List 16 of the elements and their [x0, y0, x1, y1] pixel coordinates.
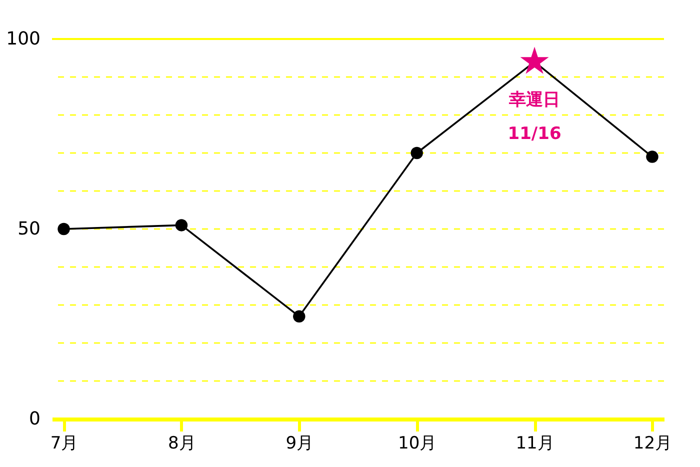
annotation: 11/16 — [508, 124, 562, 144]
x-tick-label: 12月 — [633, 434, 672, 454]
point — [293, 310, 306, 323]
annotation: 幸運日 — [508, 90, 560, 110]
point — [646, 150, 658, 163]
x-tick-label: 10月 — [398, 434, 437, 454]
x-tick-label: 9月 — [286, 434, 314, 454]
x-tick-label: 11月 — [516, 434, 554, 454]
y-tick-label: 50 — [18, 218, 40, 240]
x-tick-label: 8月 — [168, 434, 196, 454]
y-tick-label: 0 — [29, 408, 40, 430]
x-tick-label: 7月 — [50, 434, 78, 454]
point — [410, 146, 423, 160]
point — [175, 219, 188, 232]
point — [58, 222, 70, 236]
y-tick-label: 100 — [6, 28, 40, 50]
